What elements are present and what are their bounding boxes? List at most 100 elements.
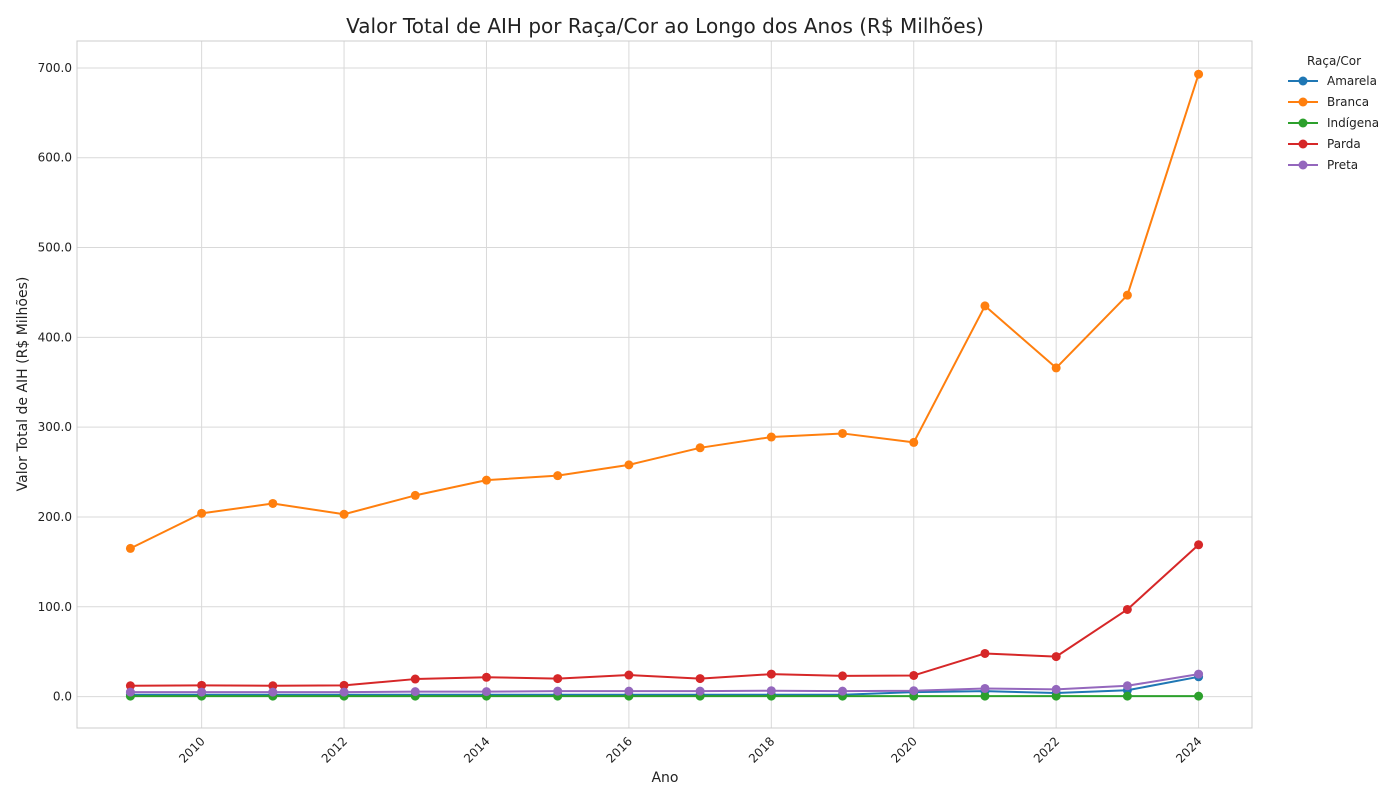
series-branca [125, 69, 1204, 553]
grid [77, 41, 1252, 728]
data-point-parda [339, 680, 349, 690]
data-point-parda [980, 648, 990, 658]
x-tick-label: 2018 [746, 734, 777, 765]
data-point-preta [197, 687, 207, 697]
plot-area-frame [76, 40, 1253, 729]
series-parda [125, 540, 1204, 691]
data-point-branca [410, 490, 420, 500]
data-point-branca [909, 437, 919, 447]
chart-title: Valor Total de AIH por Raça/Cor ao Longo… [346, 14, 984, 38]
series-preta [125, 669, 1204, 697]
y-tick-label: 400.0 [38, 330, 72, 344]
data-point-parda [838, 671, 848, 681]
legend-title: Raça/Cor [1307, 54, 1361, 68]
data-point-preta [339, 687, 349, 697]
y-tick-label: 600.0 [38, 151, 72, 165]
data-point-parda [766, 669, 776, 679]
data-point-parda [197, 680, 207, 690]
data-point-preta [624, 686, 634, 696]
y-axis-ticks: 0.0 100.0 200.0 300.0 400.0 500.0 600.0 700.0 [38, 61, 72, 704]
x-tick-label: 2010 [176, 734, 207, 765]
y-tick-label: 200.0 [38, 510, 72, 524]
legend-label: Branca [1327, 95, 1369, 109]
data-point-branca [1122, 290, 1132, 300]
data-point-branca [980, 301, 990, 311]
data-point-preta [481, 687, 491, 697]
data-point-preta [980, 683, 990, 693]
data-point-preta [125, 687, 135, 697]
data-point-branca [624, 460, 634, 470]
legend-items: Amarela Branca Indígena Parda Preta [1288, 74, 1379, 172]
legend-marker [1298, 118, 1308, 128]
x-tick-label: 2024 [1173, 734, 1204, 765]
data-point-parda [481, 672, 491, 682]
legend-label: Parda [1327, 137, 1361, 151]
y-tick-label: 300.0 [38, 420, 72, 434]
data-point-preta [1051, 684, 1061, 694]
y-tick-label: 700.0 [38, 61, 72, 75]
data-point-indigena [1051, 691, 1061, 701]
data-point-preta [838, 686, 848, 696]
series-line-amarela [130, 675, 1199, 696]
data-point-branca [695, 443, 705, 453]
y-tick-label: 0.0 [53, 690, 72, 704]
data-point-parda [125, 681, 135, 691]
x-tick-label: 2016 [604, 734, 635, 765]
legend-label: Indígena [1327, 116, 1379, 130]
data-point-parda [624, 670, 634, 680]
legend-marker [1298, 160, 1308, 170]
x-axis-label: Ano [651, 770, 678, 786]
data-point-parda [553, 674, 563, 684]
x-tick-label: 2020 [888, 734, 919, 765]
legend-item-amarela: Amarela [1288, 74, 1377, 88]
data-point-parda [268, 681, 278, 691]
data-point-branca [125, 543, 135, 553]
data-point-parda [1051, 652, 1061, 662]
data-point-preta [1122, 681, 1132, 691]
data-point-indigena [980, 691, 990, 701]
data-point-indigena [1122, 691, 1132, 701]
data-point-branca [838, 428, 848, 438]
data-point-parda [1194, 540, 1204, 550]
data-point-parda [410, 674, 420, 684]
data-point-preta [766, 686, 776, 696]
data-point-preta [553, 686, 563, 696]
series-layer [125, 69, 1204, 701]
data-point-parda [695, 674, 705, 684]
series-line-parda [130, 544, 1200, 687]
data-point-preta [410, 687, 420, 697]
data-point-preta [695, 686, 705, 696]
x-tick-label: 2022 [1031, 734, 1062, 765]
series-line-preta [130, 673, 1199, 694]
x-tick-label: 2014 [461, 734, 492, 765]
series-line-branca [129, 73, 1200, 550]
legend-marker [1298, 97, 1308, 107]
legend-item-indigena: Indígena [1288, 116, 1379, 130]
data-point-preta [268, 687, 278, 697]
data-point-branca [1194, 69, 1204, 79]
data-point-branca [766, 432, 776, 442]
data-point-branca [553, 471, 563, 481]
data-point-indigena [1194, 691, 1204, 701]
legend: Raça/Cor Amarela Branca Indígena Parda Preta [1288, 54, 1379, 172]
data-point-preta [1194, 669, 1204, 679]
data-point-branca [339, 509, 349, 519]
x-tick-label: 2012 [319, 734, 350, 765]
y-tick-label: 500.0 [38, 241, 72, 255]
data-point-branca [197, 508, 207, 518]
legend-item-branca: Branca [1288, 95, 1369, 109]
data-point-branca [268, 498, 278, 508]
data-point-parda [1122, 604, 1132, 614]
data-point-branca [1051, 363, 1061, 373]
legend-label: Amarela [1327, 74, 1377, 88]
data-point-parda [909, 670, 919, 680]
legend-marker [1298, 76, 1308, 86]
y-tick-label: 100.0 [38, 600, 72, 614]
y-axis-label: Valor Total de AIH (R$ Milhões) [15, 277, 31, 492]
legend-marker [1298, 139, 1308, 149]
data-point-branca [481, 475, 491, 485]
legend-item-preta: Preta [1288, 158, 1358, 172]
data-point-preta [909, 686, 919, 696]
